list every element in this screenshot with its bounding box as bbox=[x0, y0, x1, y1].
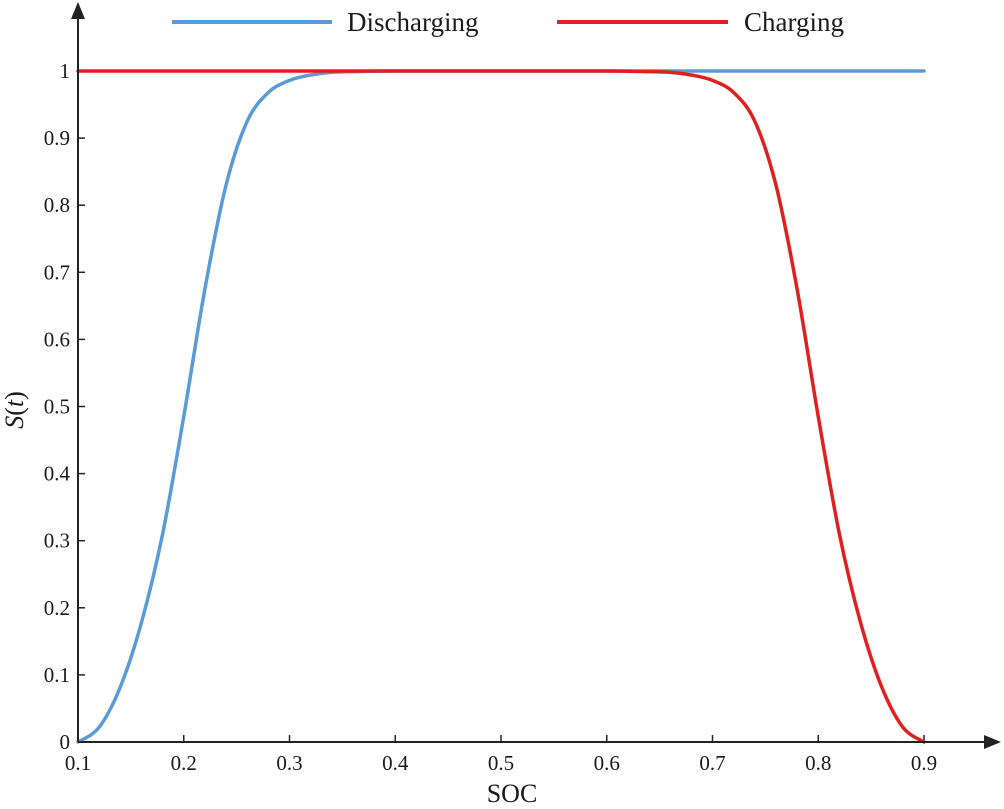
y-tick-label: 0.5 bbox=[44, 395, 70, 419]
x-tick-label: 0.4 bbox=[382, 751, 409, 775]
x-axis-ticks: 0.1 0.2 0.3 0.4 0.5 0.6 0.7 0.8 0.9 bbox=[65, 735, 937, 775]
y-tick-label: 0.2 bbox=[44, 596, 70, 620]
x-axis-arrow-icon bbox=[984, 735, 1001, 749]
x-tick-label: 0.6 bbox=[594, 751, 620, 775]
y-tick-label: 0.6 bbox=[44, 327, 70, 351]
x-tick-label: 0.7 bbox=[699, 751, 725, 775]
x-tick-label: 0.9 bbox=[911, 751, 937, 775]
y-tick-label: 0.3 bbox=[44, 529, 70, 553]
x-tick-label: 0.5 bbox=[488, 751, 514, 775]
legend: Discharging Charging bbox=[172, 7, 844, 37]
y-tick-label: 0 bbox=[60, 730, 71, 754]
y-tick-label: 0.7 bbox=[44, 260, 70, 284]
legend-label-discharging: Discharging bbox=[347, 7, 478, 37]
x-axis-title: SOC bbox=[487, 779, 538, 808]
x-tick-label: 0.8 bbox=[805, 751, 831, 775]
y-tick-label: 0.8 bbox=[44, 193, 70, 217]
x-tick-label: 0.1 bbox=[65, 751, 91, 775]
series-line-discharging bbox=[76, 69, 926, 744]
series-line-charging bbox=[76, 69, 926, 744]
y-axis-title: S(t) bbox=[0, 391, 29, 429]
y-tick-label: 1 bbox=[60, 59, 71, 83]
y-tick-label: 0.9 bbox=[44, 126, 70, 150]
x-tick-label: 0.3 bbox=[276, 751, 302, 775]
y-tick-label: 0.4 bbox=[44, 462, 71, 486]
legend-label-charging: Charging bbox=[744, 7, 844, 37]
x-tick-label: 0.2 bbox=[171, 751, 197, 775]
y-tick-label: 0.1 bbox=[44, 663, 70, 687]
y-axis-ticks: 0 0.1 0.2 0.3 0.4 0.5 0.6 0.7 0.8 0.9 1 bbox=[44, 59, 85, 754]
y-axis-arrow-icon bbox=[71, 2, 85, 19]
series-layer bbox=[76, 69, 926, 744]
